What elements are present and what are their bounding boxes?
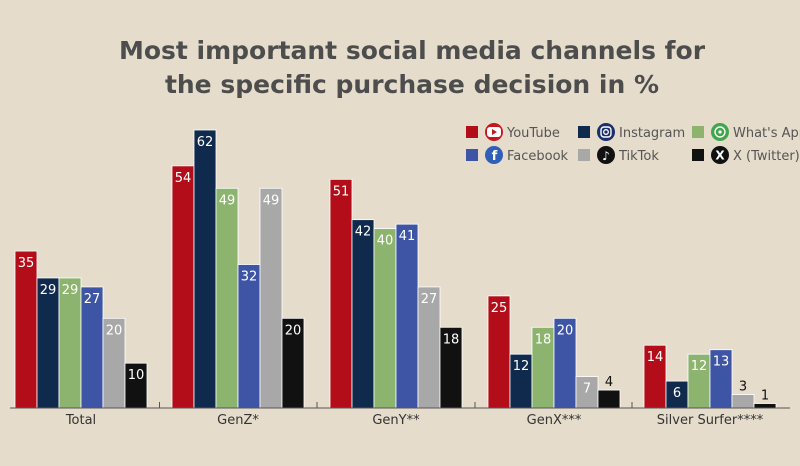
- legend-label-what-s-app: What's App: [733, 126, 800, 141]
- value-label-geny-youtube: 51: [333, 184, 350, 199]
- bar-geny-youtube: [329, 178, 353, 409]
- x-tick-label-genz: GenZ*: [217, 413, 259, 428]
- bar-genz-what-s-app: [215, 187, 239, 409]
- value-label-genx-instagram: 12: [513, 359, 530, 374]
- youtube-icon: [485, 123, 503, 141]
- value-label-silver-surfer-x-twitter: 1: [761, 389, 769, 404]
- value-label-geny-what-s-app: 40: [377, 234, 394, 249]
- bar-silver-surfer-tiktok: [731, 394, 755, 409]
- value-label-silver-surfer-tiktok: 3: [739, 380, 747, 395]
- legend-item-x-twitter: X X (Twitter): [692, 146, 800, 164]
- x-axis-ticks: [159, 402, 633, 408]
- value-label-geny-x-twitter: 18: [443, 332, 460, 347]
- tiktok-icon: ♪: [597, 146, 615, 164]
- x-tick-label-total: Total: [65, 413, 96, 428]
- legend-swatch-youtube: [466, 126, 478, 138]
- value-label-genx-x-twitter: 4: [605, 375, 613, 390]
- legend-label-tiktok: TikTok: [618, 149, 659, 164]
- bar-genz-tiktok: [259, 187, 283, 409]
- value-label-genz-x-twitter: 20: [285, 323, 302, 338]
- bar-geny-instagram: [351, 219, 375, 409]
- value-label-silver-surfer-instagram: 6: [673, 386, 681, 401]
- bar-genz-facebook: [237, 264, 261, 409]
- value-label-total-tiktok: 20: [106, 323, 123, 338]
- legend-label-instagram: Instagram: [619, 126, 685, 141]
- value-label-geny-instagram: 42: [355, 225, 372, 240]
- bar-total-youtube: [14, 250, 38, 409]
- bar-genx-x-twitter: [597, 389, 621, 409]
- legend-swatch-instagram: [578, 126, 590, 138]
- value-label-genz-tiktok: 49: [263, 193, 280, 208]
- legend-item-what-s-app: What's App: [692, 123, 800, 141]
- x-tick-label-silver-surfer: Silver Surfer****: [657, 413, 764, 428]
- value-label-total-x-twitter: 10: [128, 368, 145, 383]
- bar-genz-instagram: [193, 129, 217, 409]
- value-label-geny-facebook: 41: [399, 229, 416, 244]
- legend-label-x-twitter: X (Twitter): [733, 149, 800, 164]
- x-tick-label-geny: GenY**: [372, 413, 420, 428]
- legend-item-instagram: Instagram: [578, 123, 685, 141]
- value-label-genx-youtube: 25: [491, 301, 508, 316]
- svg-text:X: X: [715, 149, 725, 163]
- legend-item-tiktok: ♪ TikTok: [578, 146, 659, 164]
- facebook-icon: f: [485, 146, 503, 164]
- legend-label-youtube: YouTube: [506, 126, 560, 141]
- chart-title-line-1: Most important social media channels for: [119, 36, 706, 65]
- value-label-silver-surfer-facebook: 13: [713, 355, 730, 370]
- legend: YouTube Instagram What's App f Facebook ♪ TikT…: [466, 123, 800, 164]
- value-label-total-youtube: 35: [18, 256, 35, 271]
- legend-swatch-what-s-app: [692, 126, 704, 138]
- value-label-genz-what-s-app: 49: [219, 193, 236, 208]
- legend-item-youtube: YouTube: [466, 123, 560, 141]
- legend-swatch-facebook: [466, 149, 478, 161]
- bar-geny-facebook: [395, 223, 419, 409]
- legend-label-facebook: Facebook: [507, 149, 569, 164]
- value-label-genz-youtube: 54: [175, 171, 192, 186]
- value-label-total-facebook: 27: [84, 292, 101, 307]
- value-label-total-what-s-app: 29: [62, 283, 79, 298]
- svg-text:♪: ♪: [602, 149, 610, 163]
- x-axis-labels: Total GenZ* GenY** GenX*** Silver Surfer****: [65, 413, 764, 428]
- instagram-icon: [597, 123, 615, 141]
- legend-swatch-x-twitter: [692, 149, 704, 161]
- bar-silver-surfer-x-twitter: [753, 403, 777, 409]
- x-icon: X: [711, 146, 729, 164]
- x-tick-label-genx: GenX***: [527, 413, 582, 428]
- svg-text:f: f: [492, 149, 498, 164]
- value-label-genz-instagram: 62: [197, 135, 214, 150]
- value-label-geny-tiktok: 27: [421, 292, 438, 307]
- chart-title-line-2: the specific purchase decision in %: [165, 70, 659, 99]
- bar-genz-youtube: [171, 165, 195, 409]
- value-label-genx-what-s-app: 18: [535, 332, 552, 347]
- legend-item-facebook: f Facebook: [466, 146, 569, 164]
- value-label-genx-tiktok: 7: [583, 382, 591, 397]
- value-label-silver-surfer-what-s-app: 12: [691, 359, 708, 374]
- legend-swatch-tiktok: [578, 149, 590, 161]
- bar-geny-what-s-app: [373, 228, 397, 409]
- value-label-genx-facebook: 20: [557, 323, 574, 338]
- whatsapp-icon: [711, 123, 729, 141]
- value-label-silver-surfer-youtube: 14: [647, 350, 664, 365]
- value-label-total-instagram: 29: [40, 283, 57, 298]
- value-label-genz-facebook: 32: [241, 270, 258, 285]
